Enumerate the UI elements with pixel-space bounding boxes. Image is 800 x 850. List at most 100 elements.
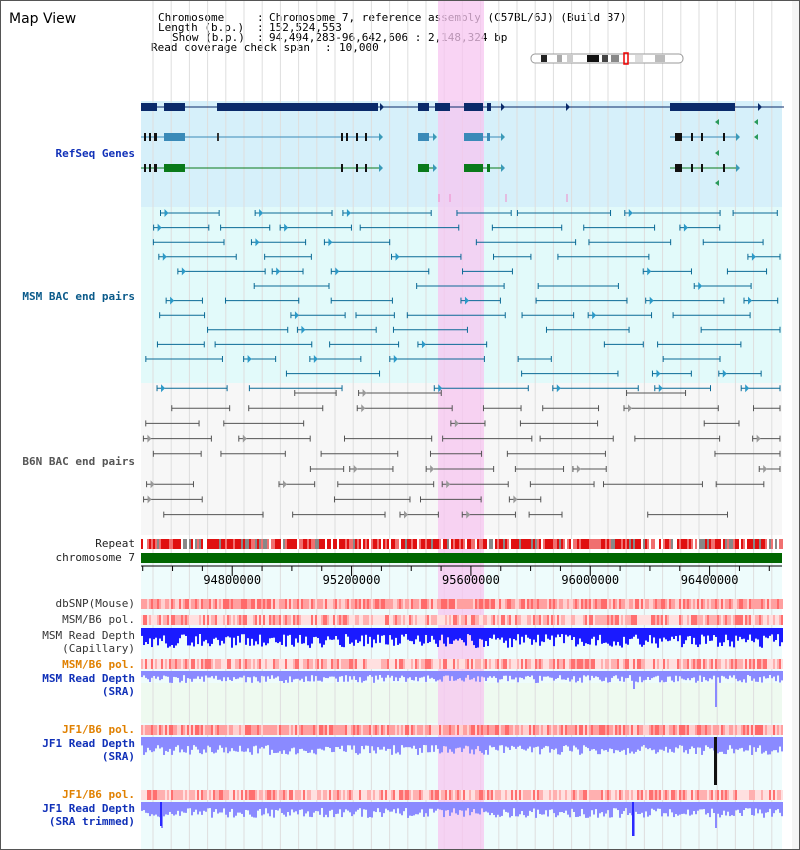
jf1-pol-cell <box>561 725 563 735</box>
track-label-jf1-trimmed[interactable]: JF1 Read Depth <box>42 802 135 815</box>
dbsnp-cell <box>753 599 755 609</box>
track-label-jf1-pol[interactable]: JF1/B6 pol. <box>62 723 135 736</box>
jf1-depth-bar <box>347 737 349 746</box>
msm-b6-pol-sra-cell <box>279 659 281 669</box>
jf1-trimmed-depth-bar <box>755 802 757 809</box>
jf1-pol-cell <box>647 725 649 735</box>
dbsnp-cell <box>431 599 433 609</box>
msm-b6-pol-sra-cell <box>731 659 733 669</box>
jf1-depth-bar <box>523 737 525 750</box>
jf1-pol-2-cell <box>529 790 531 800</box>
track-label-msm-b6-pol-sra[interactable]: MSM/B6 pol. <box>62 658 135 671</box>
jf1-pol-cell <box>519 725 521 735</box>
msm-b6-pol-cell <box>755 615 757 625</box>
msm-b6-pol-sra-cell <box>497 659 499 669</box>
track-label-msm-bac[interactable]: MSM BAC end pairs <box>22 290 135 303</box>
jf1-pol-2-cell <box>501 790 503 800</box>
msm-b6-pol-sra-cell <box>569 659 571 669</box>
msm-sra-depth-bar <box>413 671 415 681</box>
jf1-depth-bar <box>487 737 489 755</box>
msm-sra-depth-bar <box>539 671 541 676</box>
dbsnp-cell <box>265 599 267 609</box>
jf1-pol-2-cell <box>525 790 527 800</box>
msm-b6-pol-cell <box>275 615 277 625</box>
msm-b6-pol-sra-cell <box>623 659 625 669</box>
jf1-trimmed-depth-bar <box>271 802 273 810</box>
jf1-depth-bar <box>607 737 609 752</box>
msm-bac-arrow <box>294 311 299 320</box>
jf1-depth-bar <box>681 737 683 746</box>
jf1-depth-bar <box>457 737 459 748</box>
msm-b6-pol-cell <box>761 615 763 625</box>
dbsnp-cell <box>517 599 519 609</box>
jf1-pol-cell <box>585 725 587 735</box>
msm-b6-pol-cell <box>387 615 389 625</box>
msm-b6-pol-cell <box>305 615 307 625</box>
msm-b6-pol-cell <box>401 615 403 625</box>
msm-sra-depth-bar <box>753 671 755 679</box>
msm-b6-pol-sra-cell <box>571 659 573 669</box>
msm-capillary-depth-bar <box>237 628 239 636</box>
repeat-element <box>405 539 407 549</box>
jf1-trimmed-depth-bar <box>265 802 267 809</box>
dbsnp-cell <box>251 599 253 609</box>
track-label-dbsnp[interactable]: dbSNP(Mouse) <box>55 597 135 610</box>
track-label-b6n-bac[interactable]: B6N BAC end pairs <box>22 455 135 468</box>
msm-b6-pol-sra-cell <box>365 659 367 669</box>
repeat-element <box>357 539 359 549</box>
msm-sra-depth-bar <box>569 671 571 682</box>
msm-capillary-depth-bar <box>453 628 455 641</box>
jf1-depth-bar <box>321 737 323 750</box>
msm-b6-pol-sra-cell <box>543 659 545 669</box>
msm-b6-pol-sra-cell <box>393 659 395 669</box>
jf1-trimmed-depth-bar <box>381 802 383 817</box>
msm-sra-depth-bar <box>497 671 499 683</box>
jf1-depth-bar <box>753 737 755 748</box>
msm-capillary-depth-bar <box>737 628 739 641</box>
dbsnp-cell <box>669 599 671 609</box>
jf1-pol-2-cell <box>447 790 449 800</box>
jf1-trimmed-depth-bar <box>443 802 445 818</box>
jf1-trimmed-depth-bar <box>611 802 613 818</box>
msm-sra-depth-bar <box>379 671 381 676</box>
jf1-pol-2-cell <box>559 790 561 800</box>
jf1-pol-2-cell <box>383 790 385 800</box>
dbsnp-cell <box>325 599 327 609</box>
msm-b6-pol-cell <box>427 615 429 625</box>
msm-sra-depth-bar <box>249 671 251 678</box>
msm-b6-pol-cell <box>265 615 267 625</box>
track-label-refseq[interactable]: RefSeq Genes <box>55 147 135 160</box>
jf1-depth-bar <box>229 737 231 752</box>
msm-b6-pol-cell <box>561 615 563 625</box>
jf1-pol-2-cell <box>259 790 261 800</box>
jf1-pol-2-cell <box>397 790 399 800</box>
track-label-jf1-pol-2[interactable]: JF1/B6 pol. <box>62 788 135 801</box>
jf1-trimmed-depth-bar <box>295 802 297 812</box>
track-label-jf1-depth[interactable]: JF1 Read Depth <box>42 737 135 750</box>
msm-capillary-depth-bar <box>175 628 177 646</box>
jf1-depth-bar <box>743 737 745 752</box>
jf1-pol-2-cell <box>765 790 767 800</box>
msm-b6-pol-sra-cell <box>605 659 607 669</box>
msm-b6-pol-cell <box>533 615 535 625</box>
dbsnp-cell <box>195 599 197 609</box>
track-label-msm-depth-capillary[interactable]: MSM Read Depth <box>42 629 135 642</box>
track-label-msm-b6-pol[interactable]: MSM/B6 pol. <box>62 613 135 626</box>
msm-b6-pol-sra-cell <box>609 659 611 669</box>
msm-capillary-depth-bar <box>499 628 501 640</box>
repeat-element <box>163 539 165 549</box>
track-label-repeat[interactable]: Repeat <box>95 537 135 550</box>
repeat-element <box>161 539 163 549</box>
msm-b6-pol-cell <box>359 615 361 625</box>
dbsnp-cell <box>723 599 725 609</box>
jf1-pol-cell <box>445 725 447 735</box>
dbsnp-cell <box>357 599 359 609</box>
dbsnp-cell <box>297 599 299 609</box>
dbsnp-cell <box>709 599 711 609</box>
jf1-trimmed-depth-bar <box>451 802 453 813</box>
jf1-pol-cell <box>507 725 509 735</box>
dbsnp-cell <box>495 599 497 609</box>
track-label-msm-depth-sra[interactable]: MSM Read Depth <box>42 672 135 685</box>
dbsnp-cell <box>179 599 181 609</box>
